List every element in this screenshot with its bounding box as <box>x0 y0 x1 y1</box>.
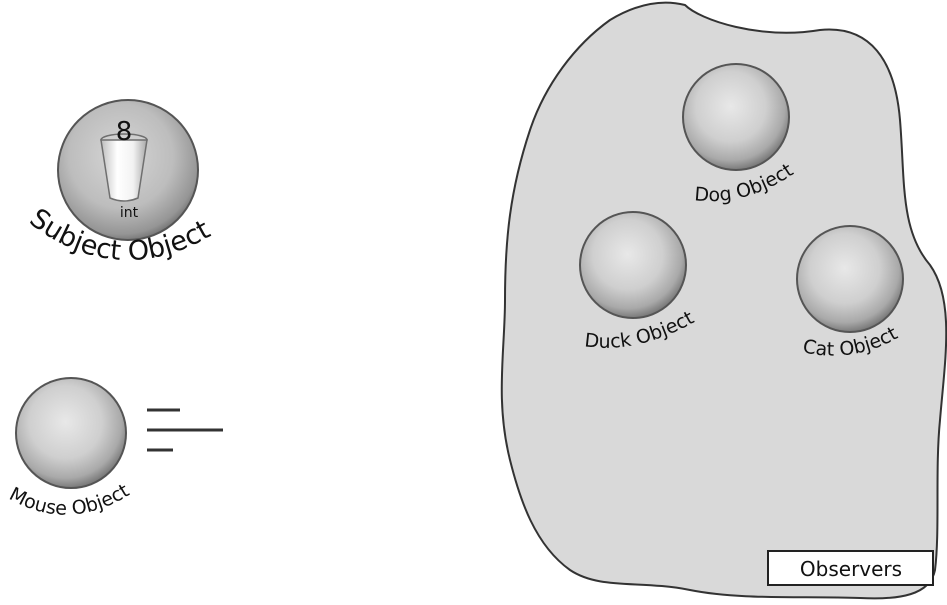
observers-region <box>500 1 947 600</box>
subject-object: 8 int Subject Object <box>24 99 215 267</box>
cat-object: Cat Object <box>796 225 904 361</box>
observers-label: Observers <box>800 557 902 581</box>
cup-icon <box>100 133 148 202</box>
subject-type-label: int <box>120 205 139 221</box>
motion-lines-icon <box>147 408 223 452</box>
subject-value: 8 <box>116 117 133 147</box>
mouse-object: Mouse Object <box>6 377 223 520</box>
observers-legend: Observers <box>767 550 934 586</box>
